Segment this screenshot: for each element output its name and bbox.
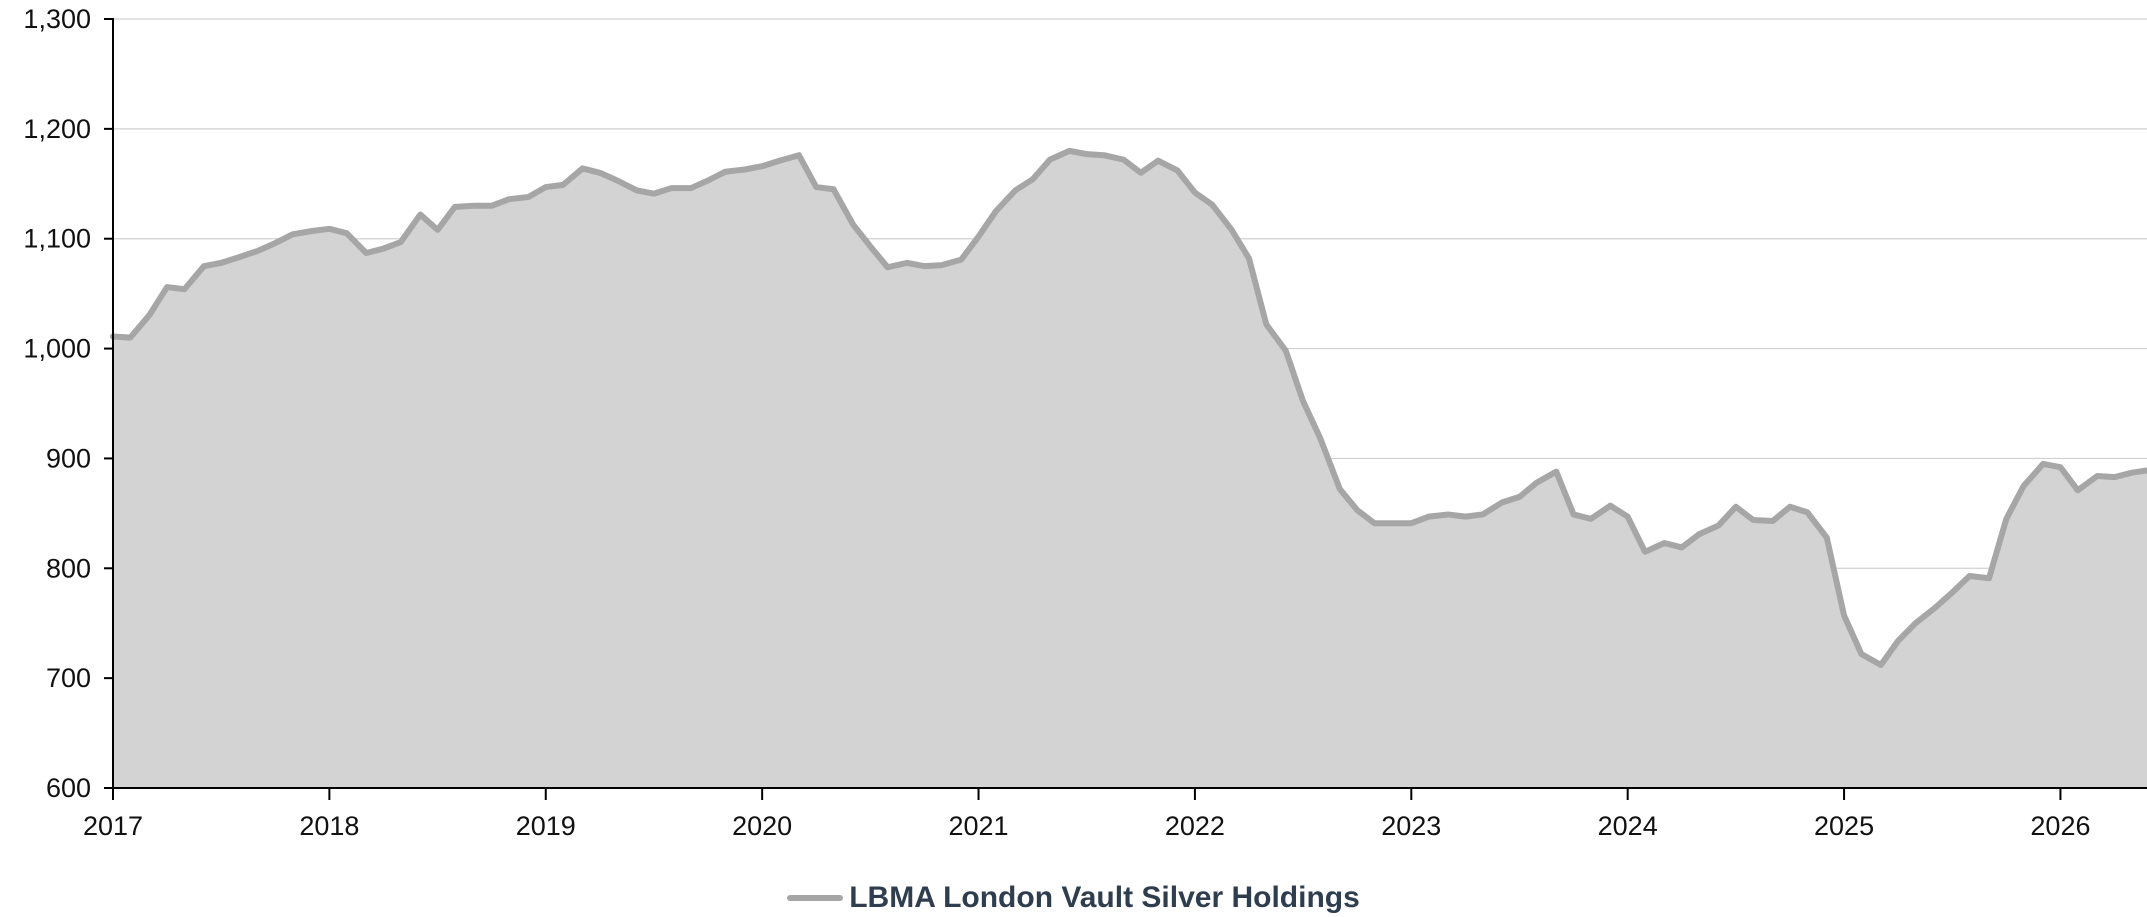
x-tick-label: 2020 [732,811,792,841]
x-tick-label: 2022 [1165,811,1225,841]
x-tick-label: 2021 [948,811,1008,841]
y-tick-label: 700 [46,663,91,693]
series-area-fill [113,150,2147,788]
y-tick-label: 1,300 [23,4,91,34]
x-tick-label: 2018 [299,811,359,841]
y-tick-label: 900 [46,443,91,473]
y-axis-tick-labels: 600 700 800 900 1,000 1,100 1,200 1,300 [23,4,91,803]
legend: LBMA London Vault Silver Holdings [0,881,2147,914]
legend-swatch [787,895,844,901]
x-tick-label: 2026 [2030,811,2090,841]
x-tick-label: 2017 [83,811,143,841]
series-line [110,147,2147,668]
y-tick-label: 800 [46,553,91,583]
x-axis-tick-labels: 2017 2018 2019 2020 2021 2022 2023 2024 2025 2026 [83,811,2091,841]
y-tick-label: 600 [46,773,91,803]
x-tick-label: 2025 [1814,811,1874,841]
x-tick-label: 2024 [1598,811,1658,841]
x-tick-label: 2019 [516,811,576,841]
x-tick-label: 2023 [1381,811,1441,841]
legend-label: LBMA London Vault Silver Holdings [849,881,1360,914]
y-tick-label: 1,100 [23,224,91,254]
axes [104,18,2147,800]
y-tick-label: 1,200 [23,114,91,144]
y-tick-label: 1,000 [23,334,91,364]
